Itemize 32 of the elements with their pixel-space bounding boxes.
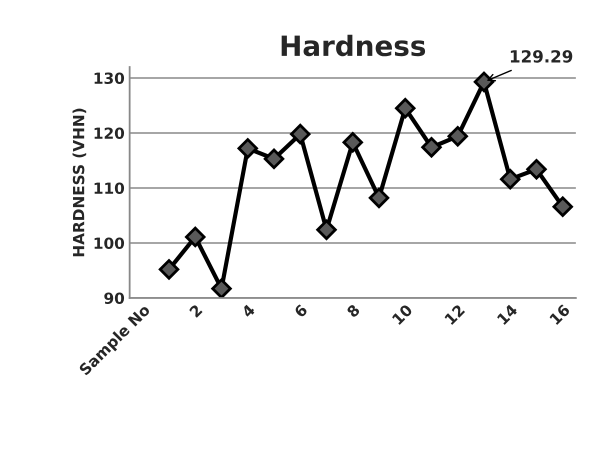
y-tick-label: 130	[94, 72, 124, 84]
point	[448, 126, 468, 147]
point	[290, 124, 310, 144]
x-tick-label: 6	[294, 304, 308, 318]
point	[552, 196, 573, 217]
y-tick-label: 110	[94, 182, 124, 194]
point	[264, 148, 284, 170]
x-tick-label: 14	[496, 304, 518, 325]
point	[500, 168, 520, 190]
point	[474, 72, 494, 92]
x-tick-label: 10	[392, 304, 414, 326]
point	[395, 98, 416, 118]
point	[526, 159, 547, 180]
y-tick-label: 90	[104, 292, 124, 304]
x-tick-label: 4	[241, 304, 256, 318]
x-tick-label: 16	[549, 304, 571, 326]
point	[368, 188, 390, 208]
point	[211, 278, 232, 298]
x-tick-label: 12	[444, 304, 466, 325]
x-tick-label: 2	[188, 304, 203, 318]
y-tick-label: 100	[94, 237, 124, 250]
point	[185, 226, 206, 248]
point	[238, 138, 258, 159]
point	[421, 137, 442, 158]
point	[158, 259, 180, 280]
x-tick-label: 8	[346, 304, 360, 318]
point	[316, 220, 337, 240]
chart-title: Hardness	[282, 34, 426, 56]
y-axis-title: HARDNESS (VHN)	[72, 108, 86, 256]
point	[342, 132, 363, 153]
y-tick-label: 120	[94, 127, 124, 140]
data-label: 129.29	[510, 50, 572, 63]
